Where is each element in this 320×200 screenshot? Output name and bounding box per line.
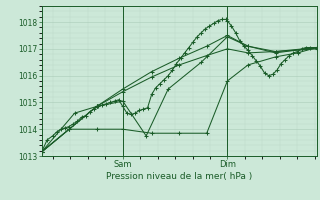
X-axis label: Pression niveau de la mer( hPa ): Pression niveau de la mer( hPa ) <box>106 172 252 181</box>
